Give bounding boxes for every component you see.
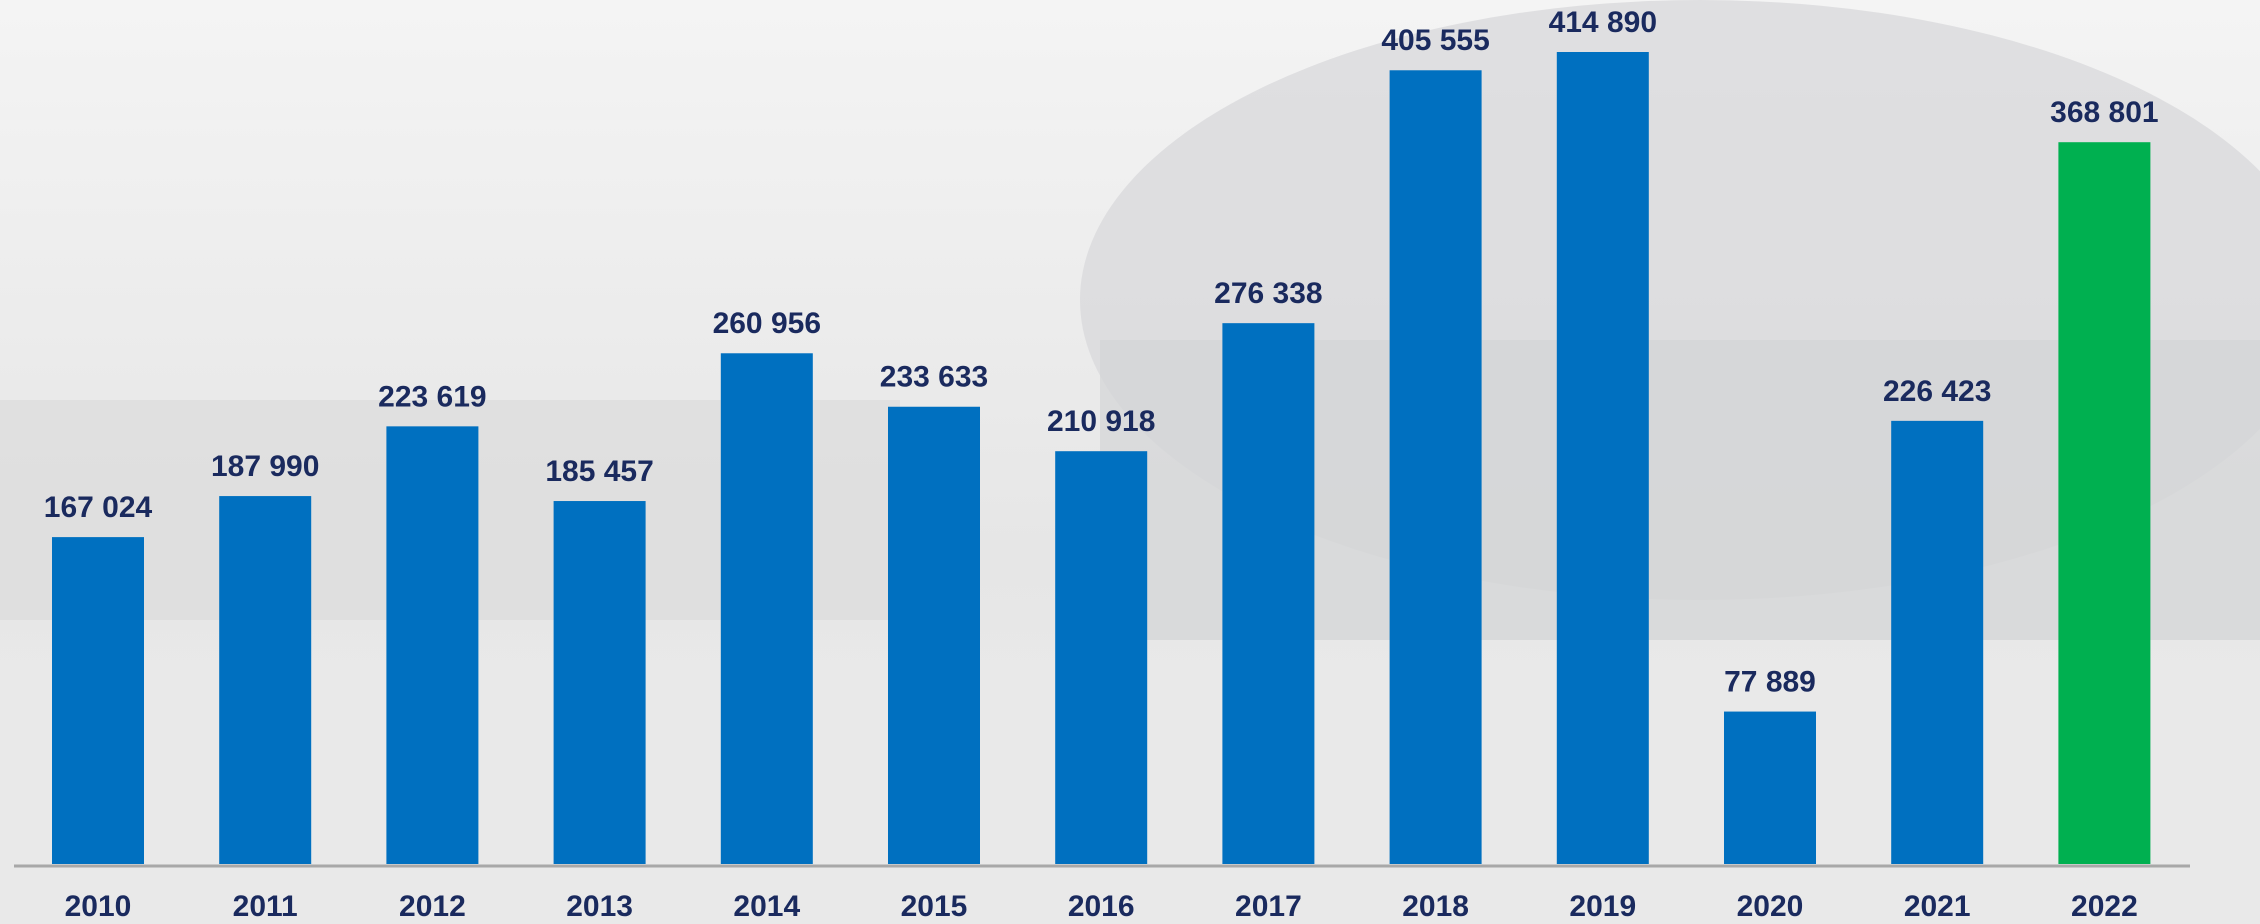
- x-tick-label: 2019: [1569, 890, 1636, 923]
- x-tick-label: 2014: [733, 890, 800, 923]
- bar: [1055, 451, 1148, 864]
- bar: [2058, 142, 2151, 864]
- x-tick-label: 2022: [2071, 890, 2138, 923]
- value-label: 223 619: [378, 380, 486, 413]
- bar: [386, 426, 479, 864]
- x-tick-label: 2011: [233, 890, 298, 923]
- x-tick-label: 2021: [1904, 890, 1971, 923]
- x-tick-label: 2017: [1235, 890, 1302, 923]
- value-label: 167 024: [44, 491, 153, 524]
- value-label: 185 457: [545, 455, 653, 488]
- bar: [219, 496, 312, 864]
- value-label: 187 990: [211, 450, 319, 483]
- bar: [52, 537, 144, 864]
- bar: [888, 406, 980, 864]
- value-label: 260 956: [713, 307, 821, 340]
- bar: [1222, 323, 1315, 864]
- value-label: 368 801: [2050, 96, 2158, 129]
- value-label: 77 889: [1724, 665, 1816, 698]
- bar: [720, 353, 813, 864]
- x-tick-label: 2018: [1402, 890, 1469, 923]
- x-tick-label: 2010: [65, 890, 132, 923]
- bar: [1724, 711, 1816, 864]
- x-tick-label: 2016: [1068, 890, 1135, 923]
- x-tick-label: 2015: [901, 890, 968, 923]
- value-label: 414 890: [1549, 6, 1657, 39]
- bar: [1891, 420, 1984, 864]
- value-label: 276 338: [1214, 277, 1322, 310]
- value-label: 226 423: [1883, 375, 1991, 408]
- x-tick-label: 2012: [399, 890, 466, 923]
- bar: [1556, 52, 1649, 864]
- value-label: 405 555: [1381, 24, 1489, 57]
- value-label: 210 918: [1047, 405, 1155, 438]
- bar: [1389, 70, 1482, 864]
- value-label: 233 633: [880, 361, 988, 394]
- bar: [553, 501, 646, 864]
- x-tick-label: 2020: [1737, 890, 1804, 923]
- x-tick-label: 2013: [566, 890, 633, 923]
